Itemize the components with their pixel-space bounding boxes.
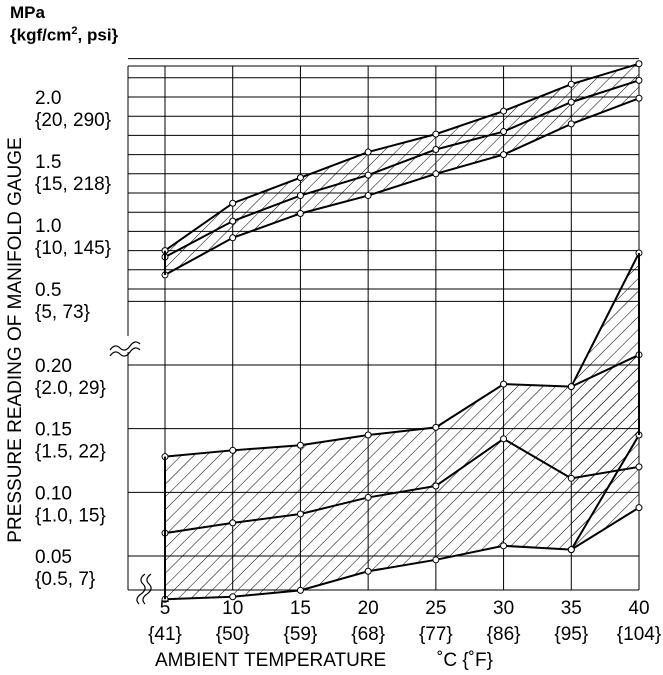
high-middle-line — [164, 79, 640, 258]
high-upper-point — [296, 174, 304, 182]
axis-break-symbol — [109, 341, 141, 357]
low-y-tick-label: 0.05 — [35, 547, 72, 568]
x-tick-label: 40 — [628, 598, 649, 619]
x-tick-label: 35 — [561, 598, 582, 619]
high-y-tick-alt-label: {5, 73} — [35, 302, 90, 323]
low-outer-lower-line — [570, 434, 640, 551]
high-middle-point — [432, 145, 440, 153]
low-middle-point — [635, 463, 643, 471]
low-middle-point — [364, 493, 372, 501]
x-axis-label: AMBIENT TEMPERATURE — [155, 650, 387, 671]
low-upper-line — [164, 353, 640, 458]
y-unit-sub: {kgf/cm2, psi} — [10, 25, 119, 45]
x-tick-alt-label: {59} — [284, 624, 318, 645]
low-y-tick-alt-label: {2.0, 29} — [35, 378, 106, 399]
high-upper-line — [164, 62, 640, 252]
high-lower-point — [229, 234, 237, 242]
high-upper-point — [635, 60, 643, 68]
low-pressure-band — [165, 354, 639, 600]
low-outer-upper-line — [570, 252, 640, 388]
low-upper-point — [229, 446, 237, 454]
high-lower-line — [164, 97, 640, 276]
low-y-tick-label: 0.10 — [35, 483, 72, 504]
low-y-tick-alt-label: {0.5, 7} — [35, 569, 95, 590]
low-middle-point — [567, 474, 575, 482]
low-upper-point — [364, 431, 372, 439]
x-tick-label: 30 — [493, 598, 514, 619]
x-tick-label: 25 — [425, 598, 446, 619]
high-lower-point — [296, 209, 304, 217]
high-middle-point — [296, 192, 304, 200]
axis-break-symbol — [136, 573, 152, 605]
high-y-tick-alt-label: {10, 145} — [35, 238, 111, 259]
high-y-tick-alt-label: {20, 290} — [35, 110, 111, 131]
low-outer-upper-point — [567, 383, 575, 391]
high-y-tick-label: 1.5 — [35, 152, 61, 173]
low-middle-point — [432, 482, 440, 490]
low-middle-point — [500, 435, 508, 443]
low-upper-point — [500, 380, 508, 388]
x-tick-label: 10 — [222, 598, 243, 619]
low-lower-point — [364, 567, 372, 575]
high-middle-point — [364, 171, 372, 179]
high-lower-point — [364, 192, 372, 200]
high-lower-point — [635, 94, 643, 102]
high-pressure-band — [165, 63, 639, 275]
x-tick-alt-label: {50} — [216, 624, 250, 645]
low-middle-point — [296, 510, 304, 518]
low-lower-point — [296, 586, 304, 594]
high-y-tick-label: 2.0 — [35, 88, 61, 109]
high-y-tick-label: 1.0 — [35, 216, 61, 237]
high-upper-point — [567, 80, 575, 88]
low-lower-point — [635, 504, 643, 512]
high-middle-point — [500, 128, 508, 136]
low-outer-lower-point — [567, 546, 575, 554]
high-y-tick-alt-label: {15, 218} — [35, 174, 111, 195]
high-lower-point — [500, 151, 508, 159]
x-tick-alt-label: {41} — [148, 624, 182, 645]
low-middle-point — [229, 519, 237, 527]
low-upper-point — [432, 423, 440, 431]
x-axis-unit: ˚C {˚F} — [437, 650, 493, 671]
x-tick-label: 20 — [358, 598, 379, 619]
x-tick-alt-label: {86} — [487, 624, 521, 645]
x-tick-alt-label: {77} — [419, 624, 453, 645]
low-lower-point — [432, 556, 440, 564]
low-y-tick-alt-label: {1.0, 15} — [35, 505, 106, 526]
low-y-tick-label: 0.15 — [35, 420, 72, 441]
high-middle-point — [567, 98, 575, 106]
high-lower-point — [567, 120, 575, 128]
high-upper-point — [229, 199, 237, 207]
high-lower-point — [432, 170, 440, 178]
high-middle-point — [635, 76, 643, 84]
high-y-tick-label: 0.5 — [35, 280, 61, 301]
low-y-tick-label: 0.20 — [35, 356, 72, 377]
x-tick-label: 5 — [160, 598, 171, 619]
low-middle-line — [164, 437, 640, 535]
x-tick-alt-label: {68} — [351, 624, 385, 645]
x-tick-label: 15 — [290, 598, 311, 619]
high-upper-point — [432, 130, 440, 138]
high-middle-point — [229, 217, 237, 225]
low-upper-point — [296, 441, 304, 449]
x-tick-alt-label: {95} — [554, 624, 588, 645]
low-y-tick-alt-label: {1.5, 22} — [35, 442, 106, 463]
low-lower-point — [229, 593, 237, 601]
high-upper-point — [500, 107, 508, 115]
low-lower-point — [500, 542, 508, 550]
x-tick-alt-label: {104} — [617, 624, 661, 645]
high-upper-point — [364, 148, 372, 156]
low-lower-line — [164, 506, 640, 601]
y-unit-main: MPa — [10, 3, 45, 22]
